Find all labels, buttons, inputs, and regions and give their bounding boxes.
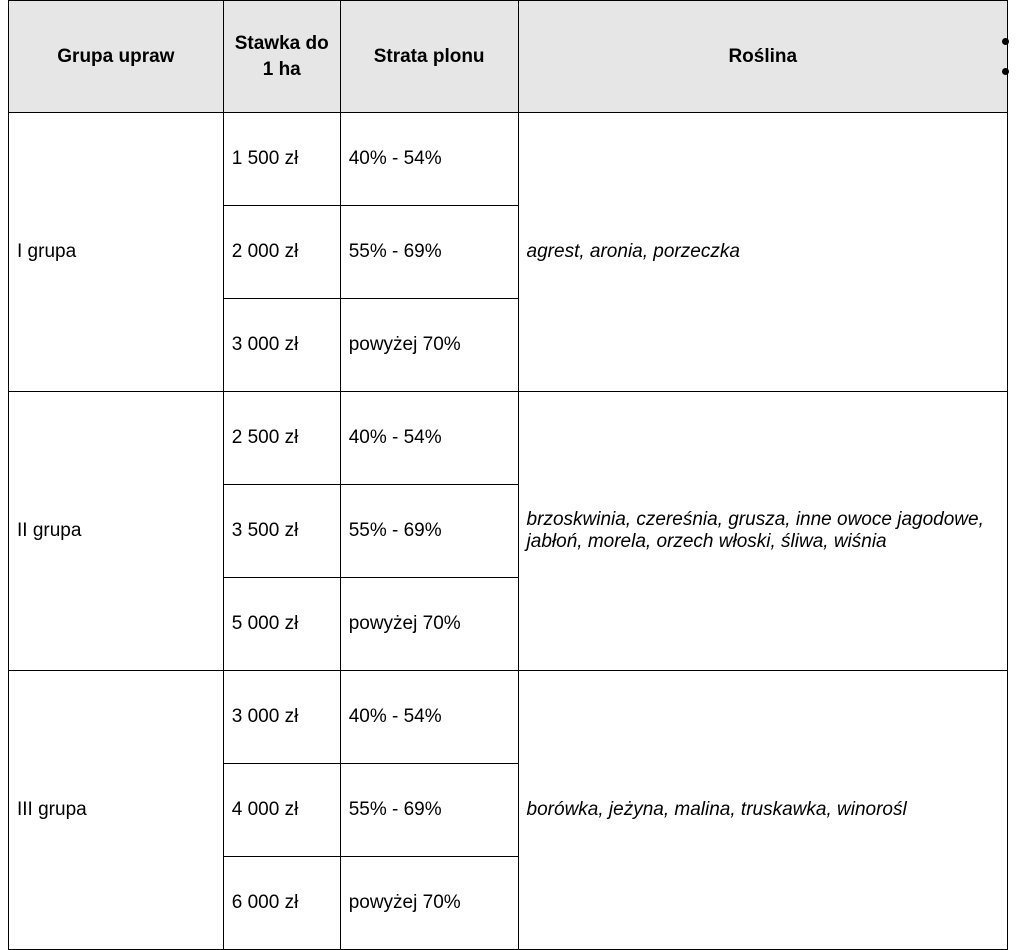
loss-cell: 55% - 69%	[340, 206, 518, 299]
loss-cell: powyżej 70%	[340, 299, 518, 392]
loss-cell: 40% - 54%	[340, 392, 518, 485]
crop-groups-table: Grupa upraw Stawka do 1 ha Strata plonu …	[8, 0, 1008, 950]
rate-cell: 4 000 zł	[223, 764, 340, 857]
plant-cell: borówka, jeżyna, malina, truskawka, wino…	[518, 671, 1007, 950]
col-header-loss: Strata plonu	[340, 1, 518, 113]
loss-cell: powyżej 70%	[340, 578, 518, 671]
group-name-cell: II grupa	[9, 392, 224, 671]
col-header-plant: Roślina	[518, 1, 1007, 113]
rate-cell: 5 000 zł	[223, 578, 340, 671]
table-row: III grupa 3 000 zł 40% - 54% borówka, je…	[9, 671, 1008, 764]
rate-cell: 3 000 zł	[223, 299, 340, 392]
table-row: I grupa 1 500 zł 40% - 54% agrest, aroni…	[9, 113, 1008, 206]
rate-cell: 1 500 zł	[223, 113, 340, 206]
col-header-group: Grupa upraw	[9, 1, 224, 113]
group-name-cell: I grupa	[9, 113, 224, 392]
table-header-row: Grupa upraw Stawka do 1 ha Strata plonu …	[9, 1, 1008, 113]
rate-cell: 2 000 zł	[223, 206, 340, 299]
col-header-rate: Stawka do 1 ha	[223, 1, 340, 113]
loss-cell: 40% - 54%	[340, 671, 518, 764]
group-name-cell: III grupa	[9, 671, 224, 950]
rate-cell: 2 500 zł	[223, 392, 340, 485]
loss-cell: powyżej 70%	[340, 857, 518, 950]
rate-cell: 3 000 zł	[223, 671, 340, 764]
rate-cell: 3 500 zł	[223, 485, 340, 578]
loss-cell: 55% - 69%	[340, 485, 518, 578]
table-row: II grupa 2 500 zł 40% - 54% brzoskwinia,…	[9, 392, 1008, 485]
rate-cell: 6 000 zł	[223, 857, 340, 950]
plant-cell: brzoskwinia, czereśnia, grusza, inne owo…	[518, 392, 1007, 671]
loss-cell: 40% - 54%	[340, 113, 518, 206]
plant-cell: agrest, aronia, porzeczka	[518, 113, 1007, 392]
loss-cell: 55% - 69%	[340, 764, 518, 857]
